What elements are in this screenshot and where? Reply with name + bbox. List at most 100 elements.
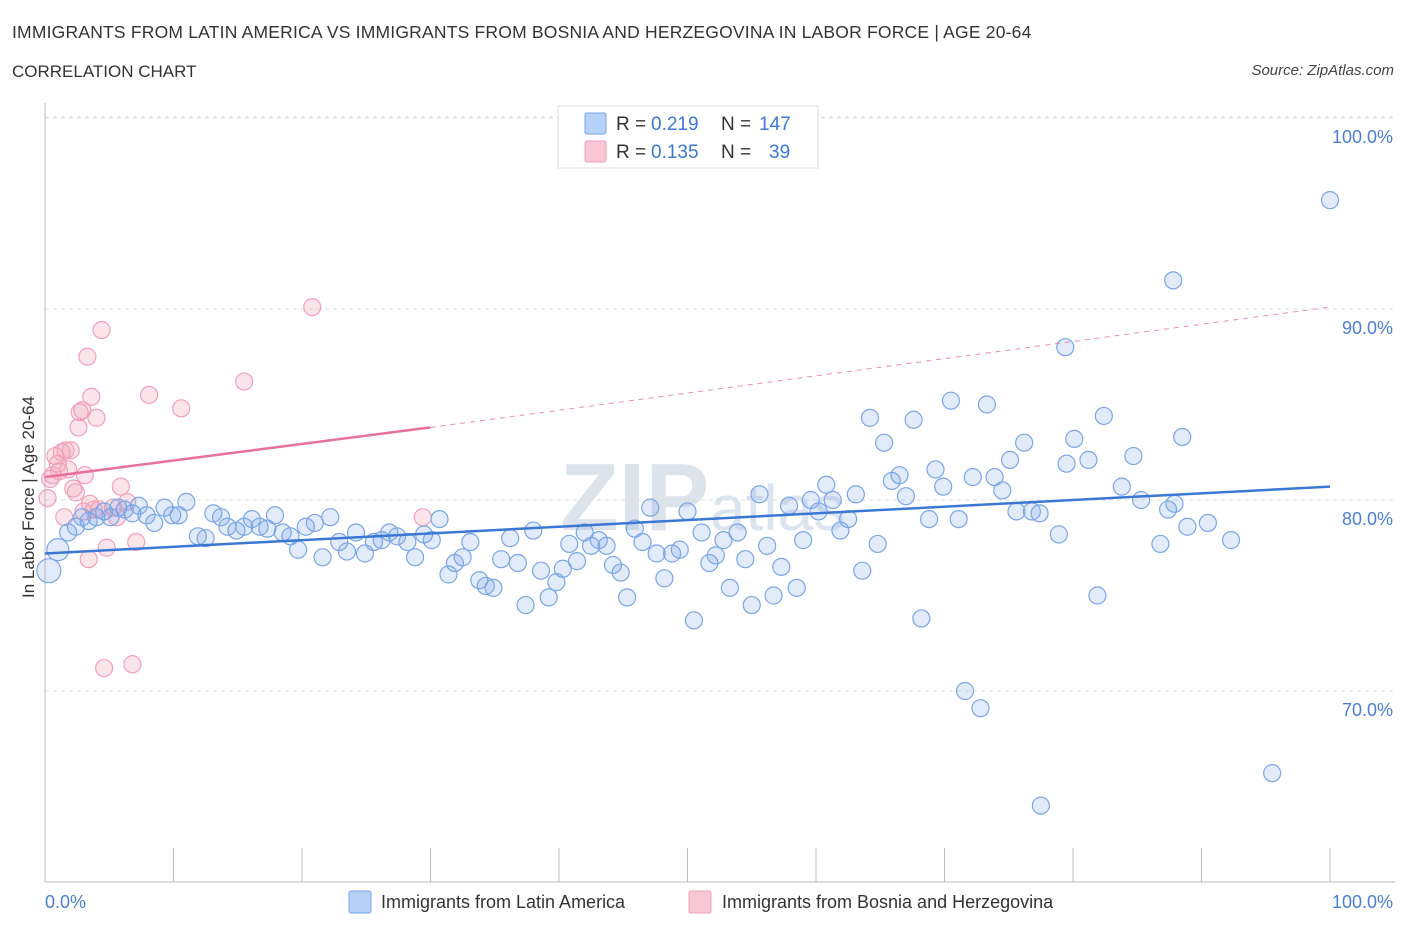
point-latin (405, 548, 425, 567)
x-tick-label: 100.0% (1332, 892, 1393, 912)
legend-r-label: R = (616, 114, 646, 135)
point-latin (963, 467, 982, 487)
point-latin (971, 699, 990, 718)
point-latin (1031, 796, 1050, 815)
point-latin (1056, 338, 1075, 357)
point-latin (1165, 494, 1184, 513)
point-latin (501, 529, 520, 548)
point-latin (101, 508, 120, 527)
point-latin (155, 498, 174, 517)
point-latin (670, 540, 689, 559)
point-latin (430, 509, 449, 529)
point-latin (1173, 427, 1192, 447)
point-bosnia (38, 488, 57, 508)
point-latin (1263, 764, 1282, 783)
legend-r-bosnia: 0.135 (651, 142, 699, 163)
point-bosnia (87, 408, 106, 427)
point-latin (1049, 525, 1068, 544)
point-latin (1320, 191, 1340, 210)
point-latin (1057, 454, 1076, 473)
point-latin (1221, 531, 1241, 550)
point-latin (211, 508, 231, 527)
point-bosnia (61, 441, 80, 460)
point-latin (868, 534, 887, 554)
bottom-legend-swatch-bosnia (688, 890, 712, 914)
point-latin (305, 513, 324, 533)
x-tick-labels: 0.0% 100.0% (45, 892, 1393, 912)
axes (44, 103, 1395, 883)
chart-subtitle: CORRELATION CHART (12, 62, 197, 81)
point-bosnia (75, 466, 94, 485)
point-latin (823, 490, 842, 510)
point-latin (611, 563, 630, 582)
point-latin (196, 529, 215, 548)
y-tick-label: 100.0% (1332, 127, 1393, 147)
point-latin (736, 550, 755, 569)
y-axis-title: In Labor Force | Age 20-64 (19, 396, 38, 598)
point-latin (553, 559, 572, 578)
bottom-legend: Immigrants from Latin America Immigrants… (348, 890, 1054, 914)
point-latin (794, 531, 813, 550)
y-tick-labels: 70.0% 80.0% 90.0% 100.0% (1332, 127, 1393, 720)
y-tick-label: 80.0% (1342, 509, 1393, 529)
point-bosnia (95, 658, 114, 678)
point-latin (655, 569, 674, 588)
point-latin (912, 609, 931, 628)
point-latin (853, 561, 872, 580)
legend-n-label: N = (721, 142, 751, 163)
point-latin (46, 538, 70, 562)
point-latin (296, 517, 315, 536)
point-bosnia (70, 403, 89, 422)
point-latin (1164, 271, 1183, 290)
point-latin (787, 578, 806, 597)
point-latin (177, 492, 196, 512)
point-latin (129, 496, 148, 515)
point-latin (258, 519, 277, 538)
point-latin (919, 509, 939, 529)
bottom-legend-label-latin: Immigrants from Latin America (381, 892, 626, 912)
point-latin (678, 502, 697, 521)
point-bosnia (48, 454, 67, 473)
point-latin (1007, 502, 1026, 521)
point-latin (439, 565, 458, 584)
point-latin (1178, 517, 1197, 536)
point-latin (993, 481, 1012, 500)
legend-swatch-bosnia (584, 140, 607, 163)
point-latin (235, 517, 254, 536)
point-latin (1079, 450, 1098, 469)
trend-line-bosnia-extended (430, 306, 1331, 428)
point-latin (422, 531, 441, 550)
point-latin (633, 532, 652, 552)
point-bosnia (73, 401, 92, 420)
point-bosnia (413, 508, 432, 527)
x-tick-label: 0.0% (45, 892, 86, 912)
chart-title: IMMIGRANTS FROM LATIN AMERICA VS IMMIGRA… (12, 22, 1032, 42)
point-bosnia (127, 532, 146, 552)
legend-swatch-latin (584, 112, 607, 135)
point-latin (926, 460, 945, 479)
point-latin (516, 595, 535, 615)
point-bosnia (235, 372, 254, 391)
point-bosnia (303, 297, 322, 317)
point-latin (1088, 586, 1107, 605)
point-latin (1151, 534, 1170, 554)
point-latin (145, 513, 164, 533)
point-bosnia (139, 385, 159, 405)
point-latin (123, 504, 142, 523)
point-latin (934, 477, 953, 496)
watermark-zip: ZIP (560, 444, 709, 551)
point-latin (949, 509, 968, 529)
point-latin (560, 534, 579, 554)
point-latin (1015, 433, 1034, 452)
point-latin (625, 519, 644, 538)
gridlines (45, 116, 1395, 692)
point-latin (779, 496, 799, 515)
point-latin (453, 548, 472, 567)
bottom-legend-label-bosnia: Immigrants from Bosnia and Herzegovina (722, 892, 1054, 912)
point-latin (896, 487, 916, 506)
point-latin (860, 408, 880, 427)
legend-r-label: R = (616, 142, 646, 163)
point-latin (337, 542, 357, 561)
point-latin (524, 521, 543, 540)
